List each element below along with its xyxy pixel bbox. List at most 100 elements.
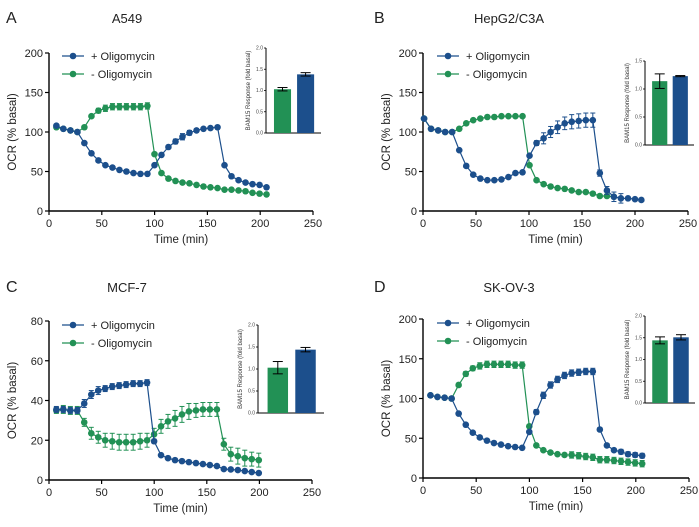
y-tick-label: 50	[31, 167, 43, 179]
data-point	[186, 129, 193, 137]
data-point	[193, 127, 200, 134]
data-point	[462, 162, 470, 170]
data-point	[102, 161, 109, 169]
panel-title: SK-OV-3	[483, 280, 534, 295]
data-point	[80, 400, 88, 407]
data-point	[582, 188, 590, 196]
series-plus-oligomycin	[427, 367, 646, 460]
data-point	[151, 150, 158, 158]
data-point	[108, 437, 116, 445]
legend: + Oligomycin - Oligomycin	[437, 318, 530, 348]
data-point	[540, 135, 547, 142]
data-point	[477, 175, 484, 182]
inset-bar-plus-oligomycin	[672, 76, 688, 145]
series-minus-oligomycin	[53, 401, 263, 468]
data-point	[130, 169, 137, 177]
data-point	[87, 391, 95, 398]
data-point	[199, 406, 207, 413]
inset-y-tick-label: 1.0	[256, 88, 263, 94]
data-point	[589, 116, 597, 124]
data-point	[575, 117, 583, 125]
x-axis-label: Time (min)	[153, 503, 208, 515]
inset-bar-chart: 0.0 0.5 1.0 1.5 2.0 BAM15 Response (fold basa…	[238, 323, 324, 417]
data-point	[249, 189, 256, 197]
data-point	[610, 193, 618, 201]
data-point	[617, 448, 625, 456]
inset-bar-chart: 0.0 0.5 1.0 1.5 BAM15 Response (fold basal)	[625, 59, 694, 149]
data-point	[490, 439, 498, 447]
y-tick-label: 0	[37, 475, 43, 487]
data-point	[568, 118, 576, 126]
data-point	[158, 151, 165, 159]
data-point	[164, 454, 172, 462]
data-point	[255, 456, 263, 464]
data-point	[158, 169, 165, 177]
data-point	[504, 442, 512, 450]
data-point	[561, 451, 568, 459]
data-point	[448, 128, 456, 136]
data-point	[123, 103, 130, 111]
panel-d: D SK-OV-3 0 50 100 150 200 250 0 50 100 150 200 Time …	[374, 279, 698, 513]
y-tick-label: 200	[399, 48, 417, 60]
data-point	[123, 168, 130, 175]
legend-label: + Oligomycin	[466, 51, 530, 63]
data-point	[227, 466, 235, 473]
inset-bar-minus-oligomycin	[652, 81, 668, 145]
inset-y-tick-label: 1.0	[248, 367, 255, 373]
data-point	[631, 451, 639, 459]
inset-bar-chart: 0.0 0.5 1.0 1.5 2.0 BAM15 Response (fold basa…	[625, 314, 695, 407]
data-point	[151, 161, 158, 169]
data-point	[263, 184, 270, 191]
x-tick-label: 100	[520, 218, 538, 230]
panel-title: HepG2/C3A	[474, 11, 544, 26]
data-point	[137, 103, 144, 111]
legend-label: - Oligomycin	[91, 69, 152, 81]
data-point	[638, 452, 646, 460]
data-point	[554, 123, 561, 131]
data-point	[484, 113, 491, 121]
x-tick-label: 100	[520, 485, 538, 497]
data-point	[603, 187, 611, 194]
y-tick-label: 40	[31, 396, 43, 408]
data-point	[150, 437, 158, 445]
panel-title: MCF-7	[107, 280, 147, 295]
legend-label: - Oligomycin	[91, 338, 152, 350]
data-point	[420, 115, 428, 122]
series-line	[423, 115, 614, 198]
y-tick-label: 0	[37, 206, 43, 218]
panel-letter: A	[6, 10, 17, 27]
data-point	[115, 382, 123, 389]
legend-marker	[444, 319, 452, 327]
data-point	[53, 406, 60, 413]
legend: + Oligomycin - Oligomycin	[62, 51, 155, 81]
inset-y-axis-label: BAM15 Response (fold basal)	[238, 329, 244, 409]
y-tick-label: 0	[411, 473, 417, 485]
data-point	[185, 458, 193, 466]
data-point	[95, 157, 102, 164]
data-point	[228, 186, 235, 193]
data-point	[533, 139, 540, 147]
legend-marker	[69, 339, 77, 347]
data-point	[448, 395, 455, 402]
legend-marker	[444, 70, 452, 78]
inset-y-tick-label: 0.0	[635, 143, 642, 149]
data-point	[554, 450, 561, 458]
legend-label: + Oligomycin	[91, 51, 155, 63]
data-point	[144, 170, 151, 178]
data-point	[610, 446, 618, 454]
data-point	[255, 469, 263, 477]
inset-y-tick-label: 1.0	[635, 357, 642, 363]
data-point	[469, 171, 477, 178]
data-point	[483, 361, 491, 368]
data-point	[67, 127, 74, 134]
data-point	[214, 184, 221, 192]
data-point	[81, 139, 88, 147]
data-point	[624, 458, 632, 466]
data-point	[547, 449, 554, 456]
data-point	[582, 453, 589, 460]
data-point	[491, 176, 498, 184]
data-point	[455, 146, 463, 154]
data-point	[483, 437, 491, 444]
data-point	[178, 411, 186, 418]
